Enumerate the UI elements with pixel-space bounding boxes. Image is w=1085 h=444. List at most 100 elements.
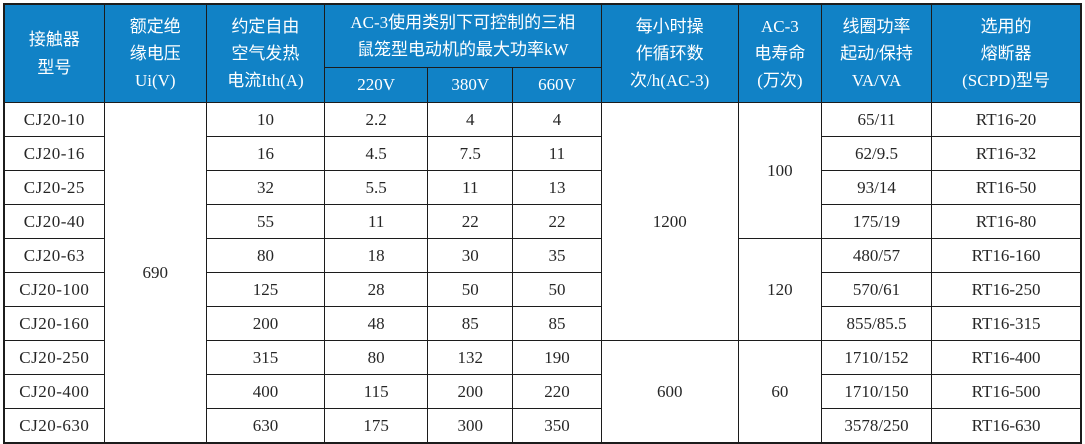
fuse-cell: RT16-160 (931, 238, 1082, 273)
kw380-cell: 22 (427, 204, 514, 239)
fuse-cell: RT16-20 (931, 102, 1082, 137)
fuse-cell: RT16-630 (931, 408, 1082, 444)
header-coil-power: 线圈功率 起动/保持 VA/VA (820, 3, 933, 103)
coil-power-cell: 65/11 (820, 102, 933, 137)
model-cell: CJ20-40 (3, 204, 105, 239)
coil-power-cell: 855/85.5 (820, 306, 933, 341)
contactor-spec-table: 接触器 型号 额定绝 缘电压 Ui(V) 约定自由 空气发热 电流Ith(A) … (3, 3, 1082, 444)
model-cell: CJ20-160 (3, 306, 105, 341)
fuse-cell: RT16-250 (931, 272, 1082, 307)
kw380-cell: 200 (427, 374, 514, 409)
header-380v: 380V (427, 67, 514, 103)
coil-power-cell: 1710/152 (820, 340, 933, 375)
coil-power-cell: 93/14 (820, 170, 933, 205)
kw660-cell: 35 (512, 238, 602, 273)
kw220-cell: 11 (324, 204, 429, 239)
kw660-cell: 85 (512, 306, 602, 341)
kw660-cell: 220 (512, 374, 602, 409)
kw220-cell: 4.5 (324, 136, 429, 171)
kw660-cell: 350 (512, 408, 602, 444)
life-cell: 60 (737, 340, 822, 444)
table-header: 接触器 型号 额定绝 缘电压 Ui(V) 约定自由 空气发热 电流Ith(A) … (3, 3, 1082, 103)
model-cell: CJ20-250 (3, 340, 105, 375)
kw660-cell: 22 (512, 204, 602, 239)
thermal-current-cell: 200 (205, 306, 326, 341)
kw380-cell: 50 (427, 272, 514, 307)
table-row: CJ20-16 16 4.5 7.5 11 62/9.5 RT16-32 (3, 136, 1082, 171)
coil-power-cell: 3578/250 (820, 408, 933, 444)
kw660-cell: 4 (512, 102, 602, 137)
table-body: CJ20-10 690 10 2.2 4 4 1200 100 65/11 RT… (3, 102, 1082, 444)
coil-power-cell: 570/61 (820, 272, 933, 307)
kw220-cell: 175 (324, 408, 429, 444)
thermal-current-cell: 80 (205, 238, 326, 273)
thermal-current-cell: 125 (205, 272, 326, 307)
kw660-cell: 190 (512, 340, 602, 375)
header-electrical-life: AC-3 电寿命 (万次) (737, 3, 822, 103)
thermal-current-cell: 32 (205, 170, 326, 205)
fuse-cell: RT16-32 (931, 136, 1082, 171)
model-cell: CJ20-63 (3, 238, 105, 273)
kw220-cell: 5.5 (324, 170, 429, 205)
table-row: CJ20-400 400 115 200 220 1710/150 RT16-5… (3, 374, 1082, 409)
insulation-voltage-cell: 690 (103, 102, 207, 444)
thermal-current-cell: 315 (205, 340, 326, 375)
header-ac3-max-power: AC-3使用类别下可控制的三相 鼠笼型电动机的最大功率kW (324, 3, 602, 68)
header-660v: 660V (512, 67, 602, 103)
coil-power-cell: 62/9.5 (820, 136, 933, 171)
fuse-cell: RT16-50 (931, 170, 1082, 205)
header-model: 接触器 型号 (3, 3, 105, 103)
header-220v: 220V (324, 67, 429, 103)
fuse-cell: RT16-80 (931, 204, 1082, 239)
table-row: CJ20-10 690 10 2.2 4 4 1200 100 65/11 RT… (3, 102, 1082, 444)
table-row: CJ20-250 315 80 132 190 600 60 1710/152 … (3, 340, 1082, 444)
kw220-cell: 80 (324, 340, 429, 375)
cycles-cell: 600 (600, 340, 739, 444)
coil-power-cell: 1710/150 (820, 374, 933, 409)
kw220-cell: 18 (324, 238, 429, 273)
kw380-cell: 7.5 (427, 136, 514, 171)
header-cycles-per-hour: 每小时操 作循环数 次/h(AC-3) (600, 3, 739, 103)
kw380-cell: 85 (427, 306, 514, 341)
fuse-cell: RT16-400 (931, 340, 1082, 375)
table-row: CJ20-160 200 48 85 85 855/85.5 RT16-315 (3, 306, 1082, 341)
kw220-cell: 115 (324, 374, 429, 409)
model-cell: CJ20-400 (3, 374, 105, 409)
model-cell: CJ20-10 (3, 102, 105, 137)
table-row: CJ20-25 32 5.5 11 13 93/14 RT16-50 (3, 170, 1082, 205)
kw380-cell: 300 (427, 408, 514, 444)
thermal-current-cell: 630 (205, 408, 326, 444)
model-cell: CJ20-16 (3, 136, 105, 171)
kw220-cell: 2.2 (324, 102, 429, 137)
header-row-main: 接触器 型号 额定绝 缘电压 Ui(V) 约定自由 空气发热 电流Ith(A) … (3, 3, 1082, 103)
model-cell: CJ20-630 (3, 408, 105, 444)
fuse-cell: RT16-315 (931, 306, 1082, 341)
model-cell: CJ20-25 (3, 170, 105, 205)
kw660-cell: 13 (512, 170, 602, 205)
model-cell: CJ20-100 (3, 272, 105, 307)
cycles-cell: 1200 (600, 102, 739, 341)
table-row: CJ20-63 80 18 30 35 120 480/57 RT16-160 (3, 238, 1082, 341)
coil-power-cell: 175/19 (820, 204, 933, 239)
kw660-cell: 11 (512, 136, 602, 171)
table-row: CJ20-40 55 11 22 22 175/19 RT16-80 (3, 204, 1082, 239)
table-row: CJ20-630 630 175 300 350 3578/250 RT16-6… (3, 408, 1082, 444)
fuse-cell: RT16-500 (931, 374, 1082, 409)
header-row-voltages: 220V 380V 660V (4, 67, 1081, 103)
kw380-cell: 132 (427, 340, 514, 375)
kw220-cell: 48 (324, 306, 429, 341)
header-insulation-voltage: 额定绝 缘电压 Ui(V) (103, 3, 207, 103)
header-fuse-model: 选用的 熔断器 (SCPD)型号 (931, 3, 1082, 103)
kw660-cell: 50 (512, 272, 602, 307)
life-cell: 120 (737, 238, 822, 341)
kw380-cell: 4 (427, 102, 514, 137)
coil-power-cell: 480/57 (820, 238, 933, 273)
thermal-current-cell: 16 (205, 136, 326, 171)
kw220-cell: 28 (324, 272, 429, 307)
thermal-current-cell: 55 (205, 204, 326, 239)
life-cell: 100 (737, 102, 822, 239)
thermal-current-cell: 400 (205, 374, 326, 409)
header-thermal-current: 约定自由 空气发热 电流Ith(A) (205, 3, 326, 103)
kw380-cell: 30 (427, 238, 514, 273)
